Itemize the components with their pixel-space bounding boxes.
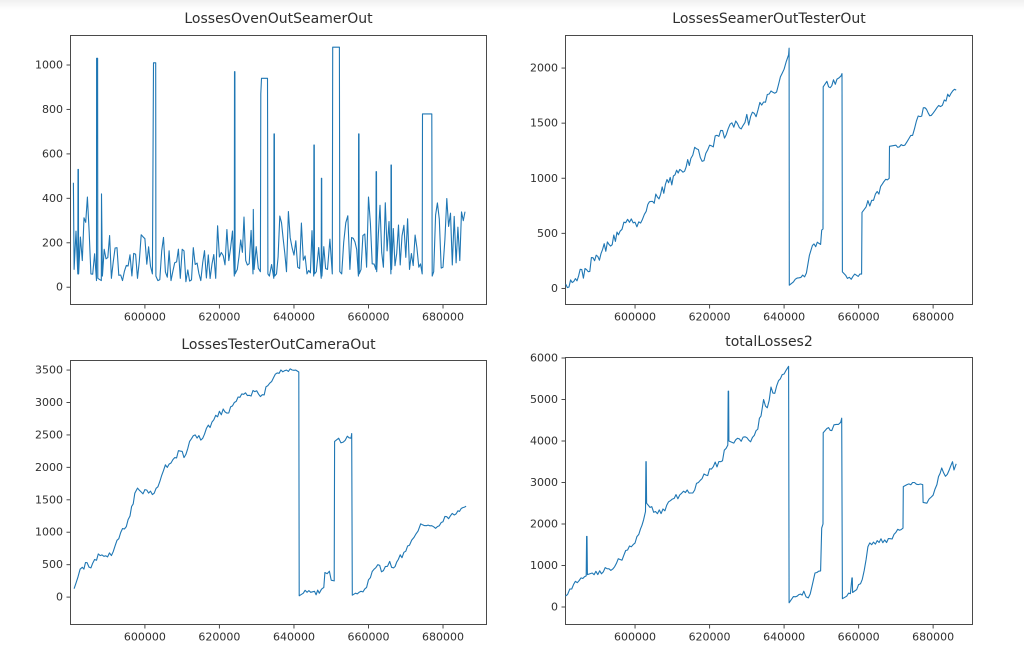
y-tick-label: 1000 [530, 172, 558, 185]
y-tick-label: 1000 [35, 526, 63, 539]
y-tick-label: 4000 [530, 434, 558, 447]
subplot-losses-oven-out-seamer-out: LossesOvenOutSeamerOut 600000 620000 64000… [0, 0, 512, 330]
x-tick-label: 640000 [763, 311, 805, 324]
data-line [565, 365, 957, 604]
x-tick-label: 640000 [763, 631, 805, 644]
y-tick-label: 2500 [35, 428, 63, 441]
data-line [72, 46, 466, 283]
x-tick-label: 680000 [912, 631, 954, 644]
chart-canvas: 600000 620000 640000 660000 680000 0 1000 2000 3… [530, 351, 973, 644]
y-tick-label: 1000 [35, 59, 63, 72]
x-tick-label: 640000 [273, 311, 315, 324]
x-tick-label: 660000 [838, 631, 880, 644]
y-tick-label: 5000 [530, 393, 558, 406]
y-tick-label: 200 [42, 236, 63, 249]
subplot-losses-seamer-out-tester-out: LossesSeamerOutTesterOut 600000 620000 640… [512, 0, 1024, 330]
chart-canvas: 600000 620000 640000 660000 680000 0 500 1000 15… [530, 35, 973, 324]
x-tick-label: 620000 [689, 311, 731, 324]
subplot-losses-tester-out-camera-out: LossesTesterOutCameraOut 600000 620000 640… [0, 330, 512, 654]
data-line [565, 47, 957, 289]
x-tick-label: 680000 [912, 311, 954, 324]
chart-canvas: 600000 620000 640000 660000 680000 0 500 1000 15… [35, 360, 487, 644]
x-tick-label: 640000 [273, 631, 315, 644]
y-tick-label: 0 [551, 600, 558, 613]
chart-canvas: 600000 620000 640000 660000 680000 0 200 400 600… [35, 35, 487, 324]
y-tick-label: 1500 [530, 117, 558, 130]
x-tick-label: 680000 [422, 311, 464, 324]
data-line [73, 368, 467, 597]
y-tick-label: 0 [56, 591, 63, 604]
y-tick-label: 2000 [530, 62, 558, 75]
y-tick-label: 0 [551, 282, 558, 295]
y-tick-label: 0 [56, 281, 63, 294]
y-tick-label: 500 [537, 227, 558, 240]
plot-title: LossesSeamerOutTesterOut [672, 11, 866, 27]
y-tick-label: 6000 [530, 351, 558, 364]
y-tick-label: 1500 [35, 493, 63, 506]
x-tick-label: 660000 [838, 311, 880, 324]
plot-title: totalLosses2 [725, 334, 813, 350]
y-tick-label: 400 [42, 192, 63, 205]
y-tick-label: 2000 [35, 461, 63, 474]
y-tick-label: 2000 [530, 517, 558, 530]
y-tick-label: 800 [42, 103, 63, 116]
plot-title: LossesTesterOutCameraOut [181, 337, 376, 353]
x-tick-label: 600000 [124, 311, 166, 324]
x-tick-label: 620000 [689, 631, 731, 644]
x-tick-label: 660000 [347, 311, 389, 324]
x-tick-label: 620000 [198, 311, 240, 324]
plot-title: LossesOvenOutSeamerOut [184, 11, 373, 27]
y-tick-label: 500 [42, 558, 63, 571]
y-tick-label: 3500 [35, 364, 63, 377]
y-tick-label: 1000 [530, 559, 558, 572]
x-tick-label: 600000 [124, 631, 166, 644]
y-tick-label: 600 [42, 147, 63, 160]
x-tick-label: 600000 [614, 631, 656, 644]
x-tick-label: 600000 [614, 311, 656, 324]
x-tick-label: 620000 [198, 631, 240, 644]
x-tick-label: 680000 [422, 631, 464, 644]
y-tick-label: 3000 [35, 396, 63, 409]
y-tick-label: 3000 [530, 476, 558, 489]
subplot-total-losses-2: totalLosses2 600000 620000 640000 660000 680… [512, 330, 1024, 654]
x-tick-label: 660000 [347, 631, 389, 644]
